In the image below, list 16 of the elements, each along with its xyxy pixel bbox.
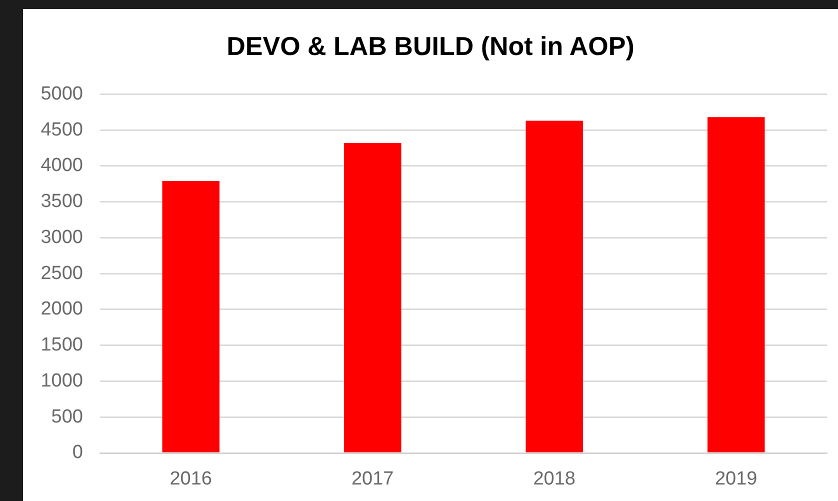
x-tick-label: 2017 (351, 468, 394, 490)
chart-title: DEVO & LAB BUILD (Not in AOP) (226, 30, 634, 61)
y-tick-label: 3500 (40, 191, 83, 212)
y-tick-label: 4000 (40, 155, 83, 176)
y-tick-label: 2500 (40, 262, 83, 284)
y-tick-label: 2000 (40, 298, 83, 320)
y-tick-label: 1000 (40, 370, 83, 392)
y-tick-label: 5000 (40, 83, 83, 104)
y-tick-label: 4500 (40, 119, 83, 140)
x-tick-label: 2016 (170, 468, 212, 490)
y-tick-label: 500 (51, 406, 83, 428)
y-tick-label: 0 (72, 442, 83, 464)
y-tick-label: 1500 (40, 334, 83, 356)
x-tick-label: 2018 (533, 468, 576, 490)
y-tick-label: 3000 (40, 226, 83, 248)
x-tick-label: 2019 (714, 468, 758, 490)
